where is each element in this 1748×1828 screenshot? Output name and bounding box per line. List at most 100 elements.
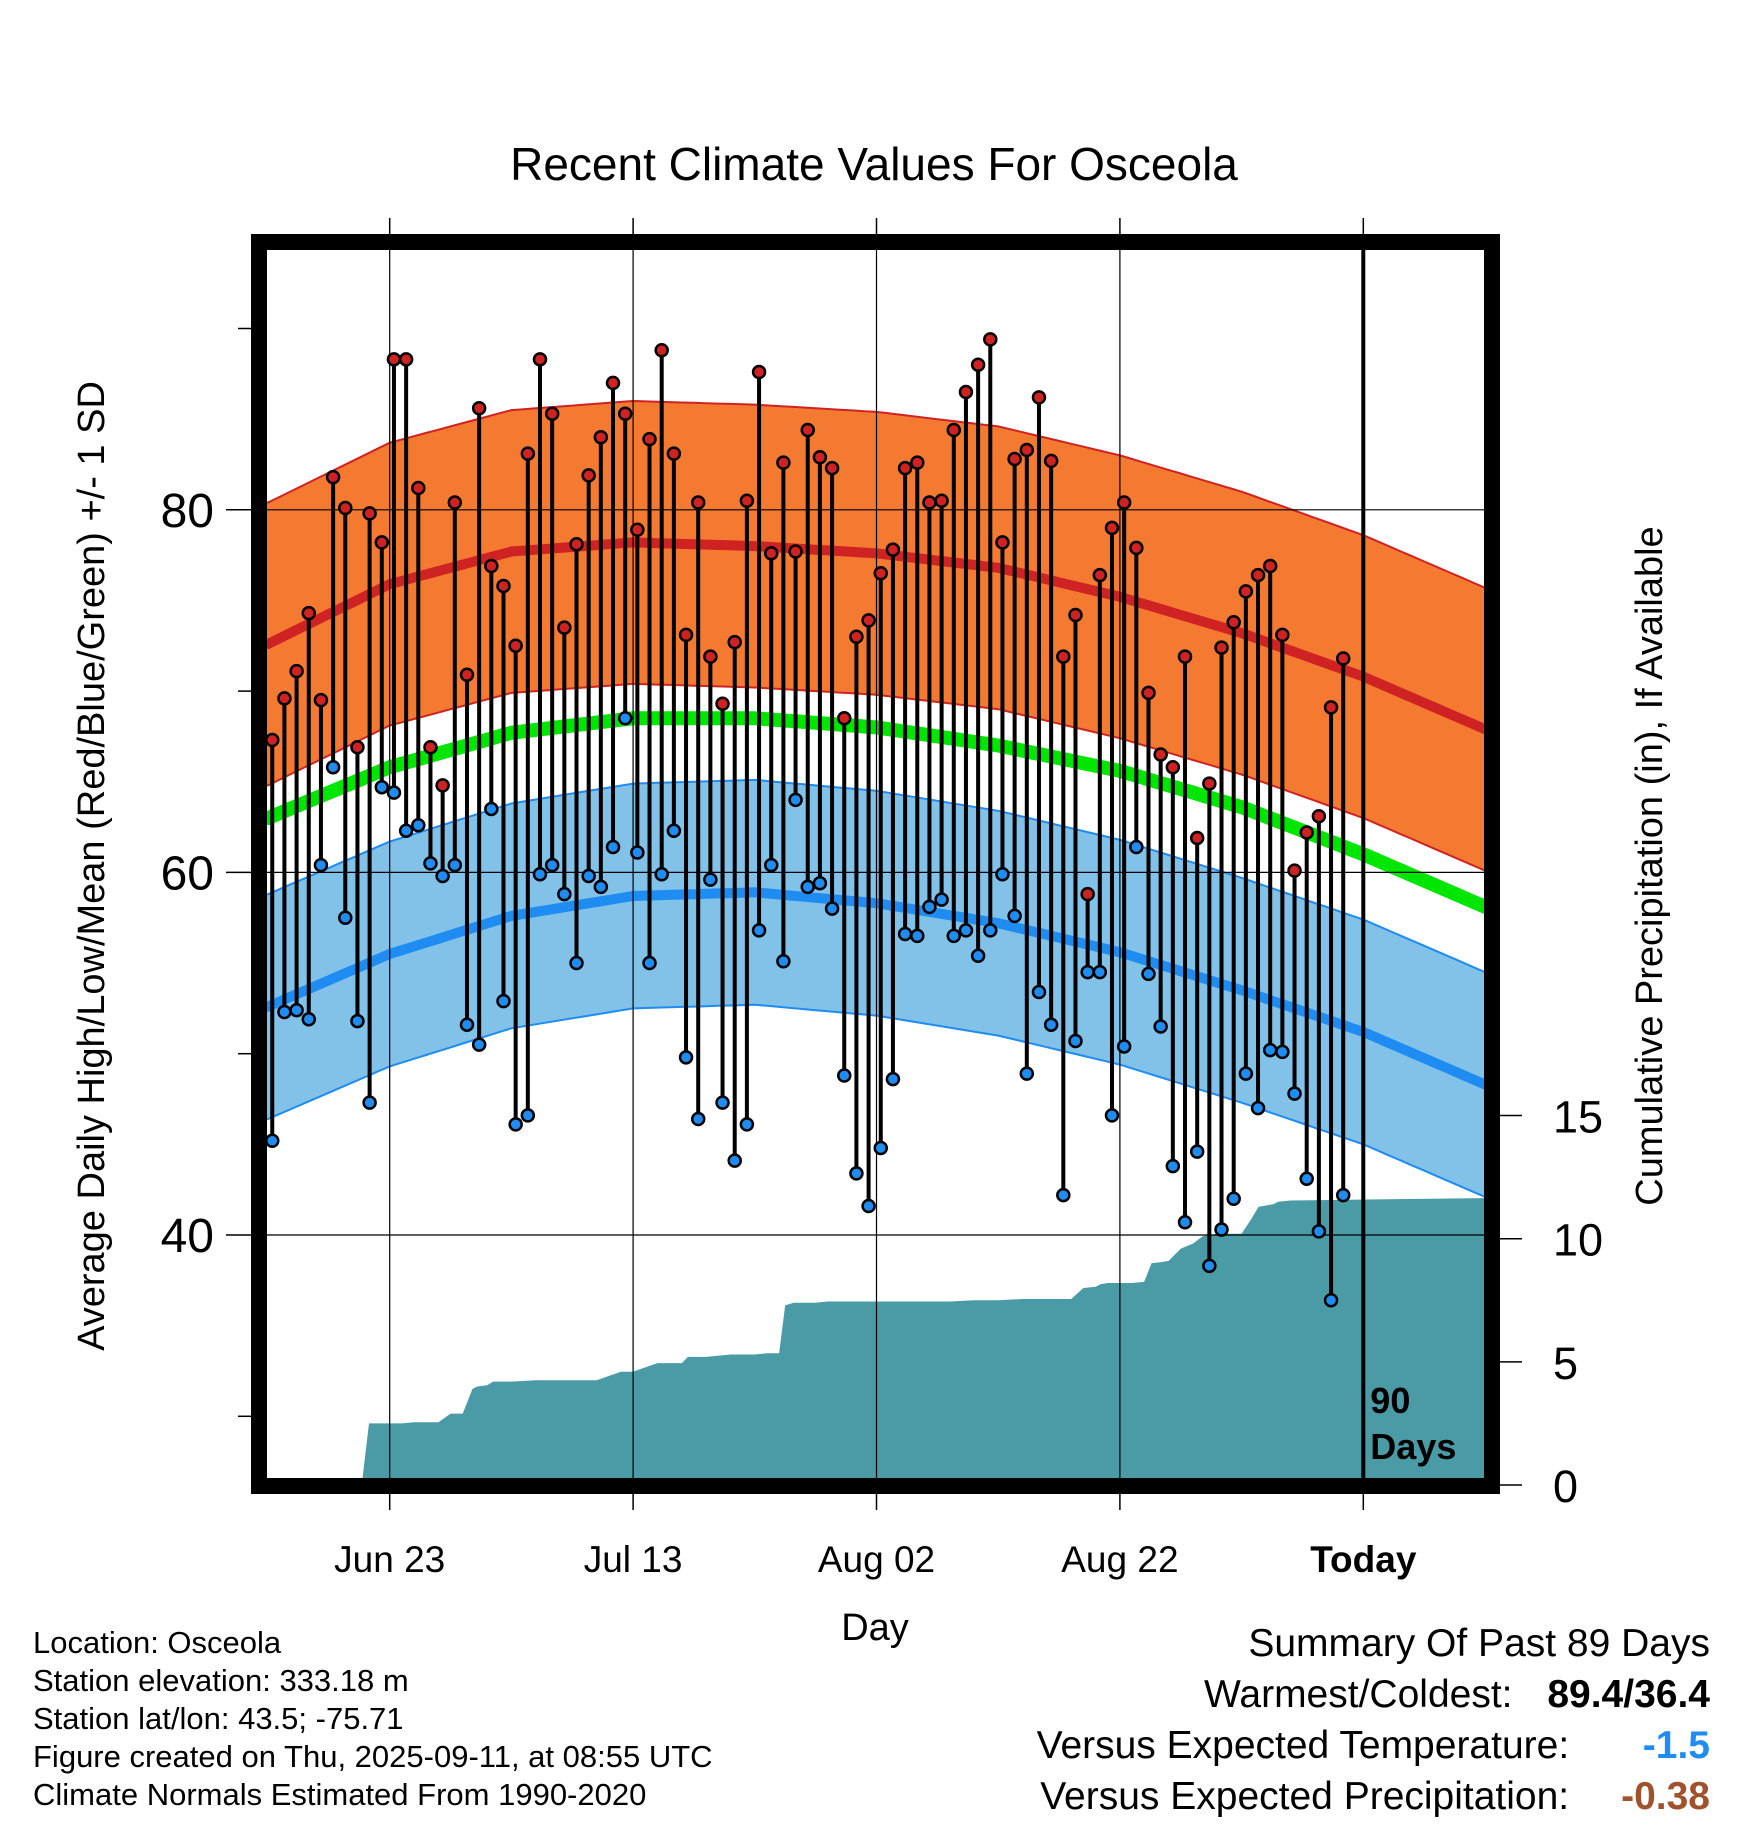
today-annotation: 90 Days <box>1370 1380 1456 1467</box>
y-axis-label-right: Cumulative Precipitation (in), If Availa… <box>1629 526 1671 1205</box>
summary-warm-cold: Warmest/Coldest: 89.4/36.4 <box>1204 1673 1710 1717</box>
daily-high-point <box>398 352 414 367</box>
daily-high-point <box>678 627 694 643</box>
daily-low-point <box>1092 964 1108 980</box>
daily-high-point <box>1250 567 1266 583</box>
daily-high-point <box>1238 584 1254 599</box>
daily-low-point <box>301 1012 317 1027</box>
daily-low-point <box>447 857 463 873</box>
daily-low-point <box>983 923 998 938</box>
daily-high-point <box>1056 649 1071 664</box>
daily-high-point <box>1068 607 1083 623</box>
daily-high-point <box>605 375 621 391</box>
daily-high-point <box>666 446 682 461</box>
daily-low-point <box>776 953 791 969</box>
daily-low-point <box>910 928 925 944</box>
daily-high-point <box>362 506 377 521</box>
daily-high-point <box>958 384 974 400</box>
daily-low-point <box>897 926 913 942</box>
summary-warm-cold-value: 89.4/36.4 <box>1547 1673 1710 1716</box>
precip-area <box>362 1198 1484 1478</box>
daily-low-point <box>1068 1033 1083 1049</box>
daily-low-point <box>1238 1066 1254 1081</box>
daily-high-point <box>995 535 1010 550</box>
daily-high-point <box>642 431 657 447</box>
daily-high-point <box>1153 747 1168 762</box>
daily-low-point <box>1056 1187 1071 1203</box>
x-tick-label: Jun 23 <box>334 1539 445 1580</box>
daily-high-point <box>593 430 609 445</box>
y-tick-label-right: 0 <box>1553 1461 1578 1512</box>
daily-high-point <box>1335 651 1351 666</box>
daily-high-point <box>703 649 718 664</box>
daily-low-point <box>1153 1019 1168 1034</box>
daily-low-point <box>569 955 584 971</box>
daily-high-point <box>325 469 341 485</box>
daily-high-point <box>715 696 730 712</box>
daily-low-point <box>654 866 669 882</box>
daily-high-point <box>812 449 828 465</box>
daily-low-point <box>374 779 390 795</box>
daily-high-point <box>484 558 499 574</box>
daily-high-point <box>1189 830 1205 846</box>
daily-high-point <box>569 536 584 552</box>
daily-high-point <box>1214 640 1229 655</box>
daily-high-point <box>267 732 280 748</box>
daily-high-point <box>1019 442 1035 458</box>
daily-low-point <box>386 785 402 800</box>
x-tick-label: Today <box>1310 1539 1417 1580</box>
daily-high-point <box>922 495 937 510</box>
daily-low-point <box>934 892 949 907</box>
daily-high-point <box>739 493 755 508</box>
daily-low-point <box>313 857 329 873</box>
y-tick-label-left: 40 <box>161 1210 214 1263</box>
daily-low-point <box>484 801 499 817</box>
daily-high-point <box>313 692 329 708</box>
daily-low-point <box>1141 966 1156 982</box>
daily-low-point <box>1299 1171 1314 1187</box>
daily-low-point <box>423 856 438 871</box>
daily-low-point <box>544 857 560 873</box>
summary-title: Summary Of Past 89 Days <box>1248 1622 1710 1665</box>
daily-low-point <box>666 823 682 838</box>
daily-low-point <box>1226 1191 1241 1206</box>
daily-high-point <box>617 406 633 421</box>
daily-high-point <box>727 634 742 650</box>
summary-temp-value: -1.5 <box>1642 1724 1710 1767</box>
daily-high-point <box>277 691 292 706</box>
daily-low-point <box>1189 1144 1205 1159</box>
daily-low-point <box>1202 1258 1217 1274</box>
daily-high-point <box>1092 567 1108 583</box>
daily-high-point <box>776 455 791 470</box>
daily-high-point <box>1031 390 1047 405</box>
daily-low-point <box>362 1095 377 1110</box>
daily-low-point <box>824 901 840 916</box>
summary-precip: Versus Expected Precipitation: -0.38 <box>1040 1775 1710 1819</box>
daily-low-point <box>1129 839 1144 855</box>
x-axis-label: Day <box>841 1607 909 1649</box>
daily-high-point <box>1080 886 1095 902</box>
daily-low-point <box>1080 964 1095 980</box>
daily-low-point <box>861 1198 876 1214</box>
daily-low-point <box>751 923 767 938</box>
daily-low-point <box>1031 984 1047 1000</box>
gridlines <box>267 249 1484 1478</box>
daily-high-point <box>386 352 402 367</box>
daily-high-point <box>1323 700 1339 715</box>
daily-low-point <box>593 879 609 895</box>
daily-low-point <box>581 868 596 884</box>
daily-low-point <box>617 711 633 726</box>
daily-high-point <box>447 495 463 510</box>
daily-low-point <box>970 948 986 964</box>
axes: 90 Days Jun 23 Jul 13 Aug 02 Aug 22 Today Day 40… <box>71 218 1671 1649</box>
daily-low-point <box>1323 1293 1339 1308</box>
daily-low-point <box>1250 1100 1266 1116</box>
daily-high-point <box>1116 495 1132 510</box>
summary-precip-value: -0.38 <box>1621 1775 1710 1818</box>
daily-low-point <box>1043 1017 1059 1032</box>
daily-low-point <box>1311 1224 1327 1239</box>
daily-low-point <box>958 923 974 938</box>
daily-high-point <box>289 663 304 679</box>
daily-high-point <box>1165 759 1181 775</box>
daily-low-point <box>496 993 511 1009</box>
